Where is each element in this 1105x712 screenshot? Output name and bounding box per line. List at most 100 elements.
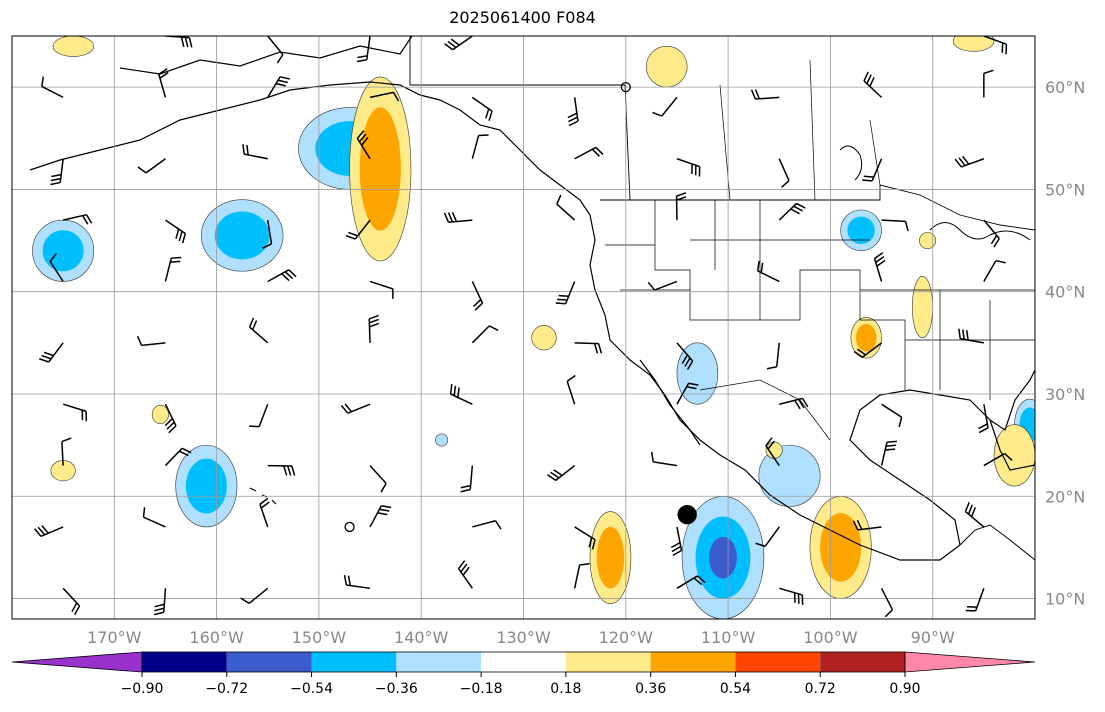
wind-barb	[39, 342, 64, 363]
wind-barb	[472, 520, 502, 530]
wind-barb	[137, 158, 166, 174]
station-marker	[344, 521, 355, 533]
wind-barb	[983, 219, 1000, 248]
wind-barb	[964, 501, 985, 528]
map-frame	[11, 35, 1036, 620]
longitude-tick-label: 120°W	[599, 628, 654, 647]
longitude-tick-label: 110°W	[701, 628, 756, 647]
wind-barb	[983, 259, 1006, 282]
coastlines-and-borders	[29, 36, 1035, 561]
wind-barb	[574, 526, 596, 550]
wind-barb	[164, 447, 192, 467]
colorbar-swatch	[396, 652, 482, 672]
colorbar-tick-label: 0.72	[805, 681, 836, 697]
wind-barb	[457, 560, 473, 589]
wind-barb	[983, 452, 1013, 467]
colorbar-tick-label: 0.36	[635, 681, 666, 697]
anomaly-region	[42, 230, 84, 272]
wind-barb	[471, 96, 493, 121]
wind-barb	[343, 574, 371, 590]
anomaly-region	[758, 444, 821, 507]
longitude-labels: 170°W 160°W 150°W 140°W 130°W 120°W 110°W 100°W…	[87, 628, 955, 647]
wind-barb	[164, 256, 182, 282]
wind-barb	[471, 134, 489, 159]
wind-barb	[567, 97, 579, 127]
colorbar-tick-label: −0.18	[460, 681, 503, 697]
wind-barb	[750, 89, 780, 100]
wind-barb	[555, 281, 576, 305]
wind-barb	[471, 325, 499, 344]
wind-barb	[881, 219, 909, 232]
wind-barb	[369, 280, 394, 299]
wind-barb	[965, 588, 985, 612]
colorbar-extend-low	[11, 651, 143, 673]
wind-barb	[369, 505, 392, 528]
longitude-tick-label: 150°W	[292, 628, 347, 647]
colorbar-swatch	[142, 652, 227, 672]
anomaly-region	[596, 526, 625, 589]
wind-barb	[41, 76, 64, 99]
colorbar-tick-label: −0.54	[290, 681, 333, 697]
station-markers	[344, 81, 697, 533]
station-marker	[677, 505, 697, 525]
wind-barb	[460, 465, 474, 493]
wind-barb	[765, 437, 780, 466]
wind-barb	[573, 563, 590, 589]
anomaly-region	[52, 36, 95, 57]
wind-barb	[756, 260, 780, 283]
wind-barb	[983, 36, 1008, 55]
wind-barb	[267, 269, 297, 283]
wind-barb	[778, 202, 806, 221]
wind-barb	[779, 397, 809, 410]
map-title: 2025061400 F084	[449, 8, 596, 27]
wind-barb	[165, 219, 187, 244]
longitude-tick-label: 140°W	[394, 628, 449, 647]
longitude-tick-label: 90°W	[911, 628, 955, 647]
wind-barb	[345, 219, 371, 240]
colorbar-swatch	[735, 652, 821, 672]
anomaly-region	[435, 433, 449, 447]
wind-barb	[240, 587, 269, 605]
wind-barb	[676, 158, 701, 177]
wind-barb	[164, 403, 177, 434]
anomaly-region	[709, 536, 737, 579]
wind-barb	[249, 403, 269, 428]
wind-barb	[63, 36, 65, 37]
colorbar-frame	[141, 651, 906, 673]
wind-barb	[880, 440, 897, 466]
colorbar-tick-label: −0.90	[121, 681, 164, 697]
wind-barb	[574, 342, 603, 354]
wind-barb	[647, 280, 678, 291]
wind-barb	[547, 464, 576, 481]
wind-barb	[259, 497, 270, 528]
colorbar-swatch	[565, 652, 651, 672]
wind-barb	[62, 587, 81, 615]
anomaly-region	[855, 324, 877, 352]
latitude-tick-label: 50°N	[1045, 180, 1085, 199]
colorbar-tick-label: 0.54	[720, 681, 751, 697]
wind-barb	[369, 91, 400, 102]
wind-barb	[242, 144, 268, 160]
wind-barb	[755, 526, 780, 548]
wind-barb	[142, 507, 166, 528]
wind-barb	[62, 403, 88, 422]
wind-barb	[449, 384, 473, 405]
colorbar-tick-label: −0.72	[205, 681, 248, 697]
wind-barb	[676, 342, 694, 370]
longitude-tick-label: 130°W	[496, 628, 551, 647]
wind-barb	[779, 587, 804, 605]
wind-barb	[862, 158, 883, 182]
wind-barb	[779, 36, 781, 37]
wind-barb	[153, 588, 167, 616]
wind-barb	[766, 342, 780, 370]
wind-barb	[267, 76, 291, 98]
wind-barb	[853, 342, 883, 358]
colorbar-swatch	[311, 652, 397, 672]
anomaly-region	[911, 276, 933, 339]
wind-barb	[983, 69, 994, 98]
wind-barb	[675, 192, 687, 221]
wind-barb	[262, 219, 273, 250]
anomaly-region	[531, 325, 557, 351]
wind-barb	[267, 36, 284, 64]
